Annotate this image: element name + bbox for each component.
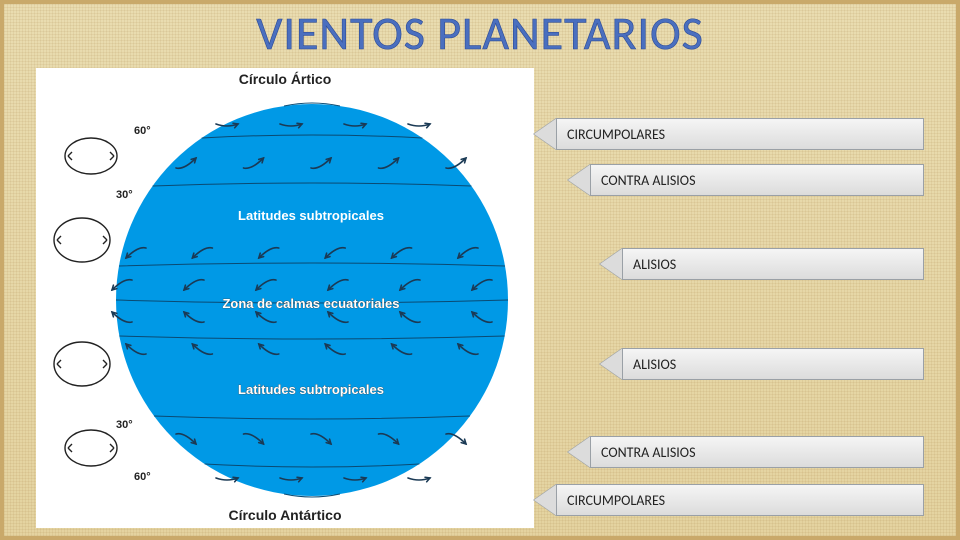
svg-text:60°: 60° — [134, 125, 151, 137]
arrow-head-icon — [600, 348, 623, 380]
callout-label: CIRCUMPOLARES — [556, 484, 924, 516]
slide: VIENTOS PLANETARIOS 60° 30° 30° 60° Círculo … — [0, 0, 960, 540]
arrow-head-icon — [568, 436, 591, 468]
callout-label: CONTRA ALISIOS — [590, 436, 924, 468]
svg-text:Círculo Ártico: Círculo Ártico — [239, 71, 332, 87]
callout-2: ALISIOS — [600, 248, 924, 280]
globe-svg: 60° 30° 30° 60° Círculo Ártico Latitudes subt… — [36, 68, 534, 528]
svg-text:30°: 30° — [116, 189, 133, 201]
callout-label: ALISIOS — [622, 248, 924, 280]
svg-text:30°: 30° — [116, 419, 133, 431]
callout-label: CONTRA ALISIOS — [590, 164, 924, 196]
svg-text:60°: 60° — [134, 471, 151, 483]
svg-text:Círculo Antártico: Círculo Antártico — [228, 507, 341, 523]
svg-text:Latitudes subtropicales: Latitudes subtropicales — [238, 382, 384, 397]
arrow-head-icon — [534, 118, 557, 150]
arrow-head-icon — [568, 164, 591, 196]
callout-label: CIRCUMPOLARES — [556, 118, 924, 150]
callout-4: CONTRA ALISIOS — [568, 436, 924, 468]
arrow-head-icon — [600, 248, 623, 280]
callout-label: ALISIOS — [622, 348, 924, 380]
callout-0: CIRCUMPOLARES — [534, 118, 924, 150]
page-title: VIENTOS PLANETARIOS — [4, 6, 956, 62]
globe-figure: 60° 30° 30° 60° Círculo Ártico Latitudes subt… — [36, 68, 534, 528]
arrow-head-icon — [534, 484, 557, 516]
svg-text:Zona de calmas ecuatoriales: Zona de calmas ecuatoriales — [222, 296, 399, 311]
svg-text:Latitudes subtropicales: Latitudes subtropicales — [238, 208, 384, 223]
callout-5: CIRCUMPOLARES — [534, 484, 924, 516]
callout-3: ALISIOS — [600, 348, 924, 380]
callout-1: CONTRA ALISIOS — [568, 164, 924, 196]
